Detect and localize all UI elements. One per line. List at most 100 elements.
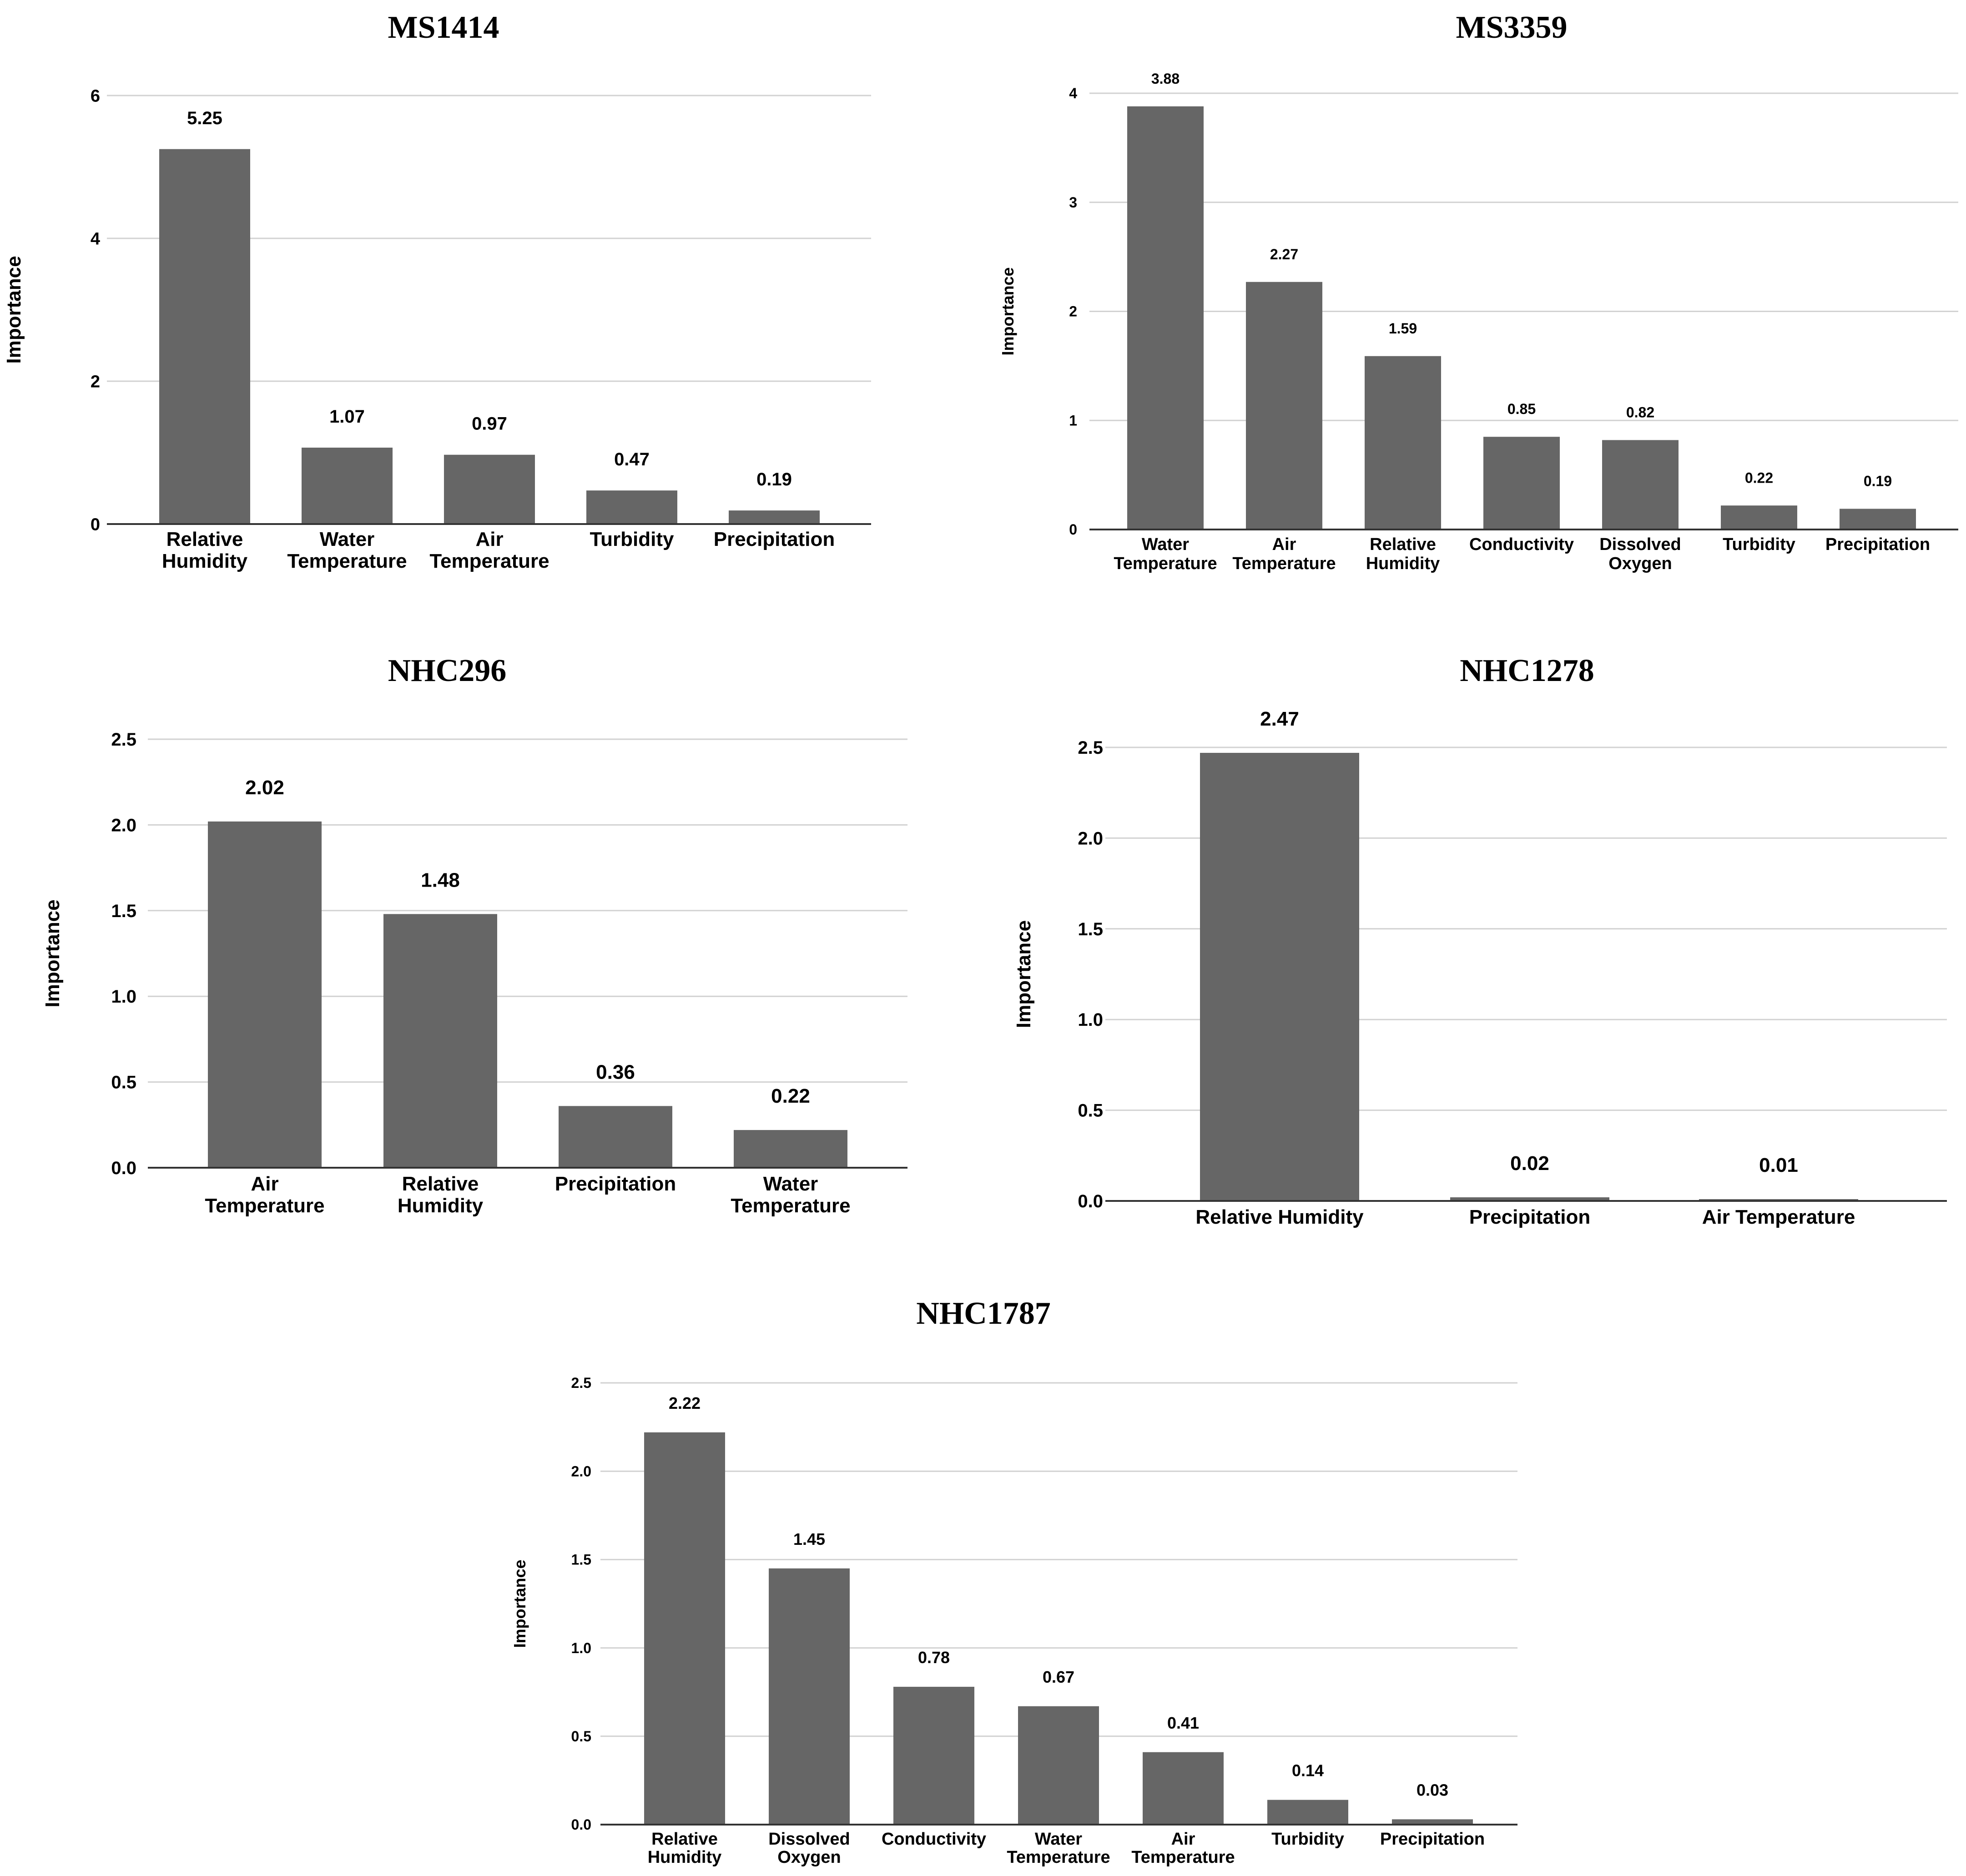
x-category-label: Air Temperature xyxy=(429,528,549,572)
y-tick-label: 2.0 xyxy=(1078,828,1103,848)
bar-value-label: 1.45 xyxy=(793,1530,825,1548)
x-category-label: Relative Humidity xyxy=(1195,1206,1364,1228)
bar xyxy=(644,1432,725,1825)
x-category-label: Turbidity xyxy=(1271,1830,1344,1849)
x-category-label: Air Temperature xyxy=(205,1173,324,1217)
y-axis-label: Importance xyxy=(1013,920,1035,1028)
y-axis-label: Importance xyxy=(41,899,64,1007)
y-tick-label: 1 xyxy=(1069,412,1077,429)
y-tick-label: 2 xyxy=(1069,303,1077,320)
x-category-label: Precipitation xyxy=(714,528,835,550)
x-category-label: Water Temperature xyxy=(1007,1830,1110,1867)
bar xyxy=(1392,1819,1473,1825)
y-tick-label: 0.0 xyxy=(111,1158,136,1178)
bar-value-label: 0.67 xyxy=(1043,1668,1074,1686)
y-tick-label: 0.5 xyxy=(1078,1101,1103,1121)
bar-value-label: 0.01 xyxy=(1759,1154,1798,1176)
bar-value-label: 0.97 xyxy=(472,414,507,434)
bar xyxy=(559,1106,672,1168)
bar xyxy=(1018,1706,1099,1825)
y-tick-label: 1.5 xyxy=(1078,919,1103,939)
bar-value-label: 2.22 xyxy=(669,1394,701,1412)
y-tick-label: 1.5 xyxy=(111,901,136,921)
y-tick-label: 0.5 xyxy=(111,1073,136,1093)
bar-value-label: 0.36 xyxy=(596,1061,635,1083)
bar xyxy=(734,1130,847,1168)
x-category-label: Air Temperature xyxy=(1702,1206,1855,1228)
bar xyxy=(444,454,535,524)
y-tick-label: 4 xyxy=(91,229,100,248)
y-tick-label: 3 xyxy=(1069,194,1077,211)
y-tick-label: 2.0 xyxy=(111,815,136,835)
chart-title: MS3359 xyxy=(1456,10,1568,45)
y-tick-label: 2.0 xyxy=(571,1463,591,1479)
chart-ms1414: MS1414 0 2 4 6 Importance 5.25 Relative Humidity… xyxy=(3,10,871,572)
bar-value-label: 0.14 xyxy=(1292,1761,1324,1780)
chart-nhc1787: NHC1787 0.0 0.5 1.0 1.5 2.0 2.5 Importance 2.22 R… xyxy=(510,1296,1517,1867)
y-tick-label: 4 xyxy=(1069,85,1077,101)
bar-value-label: 0.78 xyxy=(918,1648,950,1667)
chart-nhc1278: NHC1278 0.0 0.5 1.0 1.5 2.0 2.5 Importance 2.47 R… xyxy=(1013,653,1947,1228)
bar xyxy=(893,1687,974,1825)
y-tick-label: 2.5 xyxy=(111,730,136,750)
y-tick-label: 1.0 xyxy=(111,987,136,1007)
chart-title: NHC1278 xyxy=(1460,653,1594,688)
y-axis-label: Importance xyxy=(998,267,1017,355)
bar xyxy=(729,510,820,524)
bar-value-label: 5.25 xyxy=(187,108,222,128)
x-category-label: Precipitation xyxy=(1380,1830,1485,1849)
y-axis-label: Importance xyxy=(3,256,25,363)
x-category-label: Water Temperature xyxy=(1114,535,1217,573)
x-category-label: Conductivity xyxy=(1469,535,1574,554)
chart-nhc296: NHC296 0.0 0.5 1.0 1.5 2.0 2.5 Importance 2.02 Ai… xyxy=(41,653,907,1217)
bar xyxy=(159,149,250,524)
x-category-label: Relative Humidity xyxy=(398,1173,484,1217)
bar xyxy=(208,821,322,1168)
y-tick-label: 0.0 xyxy=(1078,1191,1103,1211)
chart-title: NHC1787 xyxy=(916,1296,1051,1331)
bar xyxy=(1365,356,1441,530)
bar xyxy=(1840,509,1916,530)
bar-value-label: 0.19 xyxy=(1864,473,1892,489)
chart-title: NHC296 xyxy=(388,653,507,688)
bar-value-label: 0.41 xyxy=(1167,1714,1199,1732)
y-tick-label: 1.5 xyxy=(571,1552,591,1568)
bar-value-label: 2.27 xyxy=(1270,246,1298,262)
bar-value-label: 0.47 xyxy=(614,449,650,469)
bar xyxy=(769,1568,850,1825)
bar xyxy=(1450,1197,1609,1201)
chart-title: MS1414 xyxy=(388,10,499,45)
x-category-label: Relative Humidity xyxy=(1366,535,1440,573)
bar xyxy=(1246,282,1322,530)
bar xyxy=(1267,1800,1348,1825)
x-category-label: Dissolved Oxygen xyxy=(768,1830,850,1867)
x-category-label: Relative Humidity xyxy=(648,1830,722,1867)
x-category-label: Precipitation xyxy=(1825,535,1930,554)
bar-value-label: 0.22 xyxy=(1745,469,1773,486)
y-axis-label: Importance xyxy=(510,1559,529,1648)
bar xyxy=(1721,505,1797,530)
bar-value-label: 1.59 xyxy=(1389,320,1417,337)
x-category-label: Conductivity xyxy=(882,1830,986,1849)
y-tick-label: 6 xyxy=(91,86,100,106)
x-category-label: Relative Humidity xyxy=(162,528,248,572)
bar-value-label: 2.47 xyxy=(1260,708,1299,730)
x-category-label: Water Temperature xyxy=(731,1173,850,1217)
bar xyxy=(1483,437,1560,530)
x-category-label: Water Temperature xyxy=(287,528,407,572)
y-tick-label: 0 xyxy=(91,515,100,534)
y-tick-label: 0.0 xyxy=(571,1816,591,1833)
bar xyxy=(302,448,393,524)
y-tick-label: 1.0 xyxy=(1078,1010,1103,1030)
y-tick-label: 2.5 xyxy=(571,1375,591,1391)
bar-value-label: 2.02 xyxy=(245,777,284,799)
y-tick-label: 0.5 xyxy=(571,1728,591,1745)
bar-value-label: 0.03 xyxy=(1417,1780,1448,1799)
y-tick-label: 0 xyxy=(1069,521,1077,538)
bar xyxy=(1200,752,1359,1201)
bar xyxy=(1602,440,1679,530)
bar xyxy=(383,914,497,1168)
bar xyxy=(1127,106,1204,530)
y-tick-label: 2 xyxy=(91,372,100,391)
